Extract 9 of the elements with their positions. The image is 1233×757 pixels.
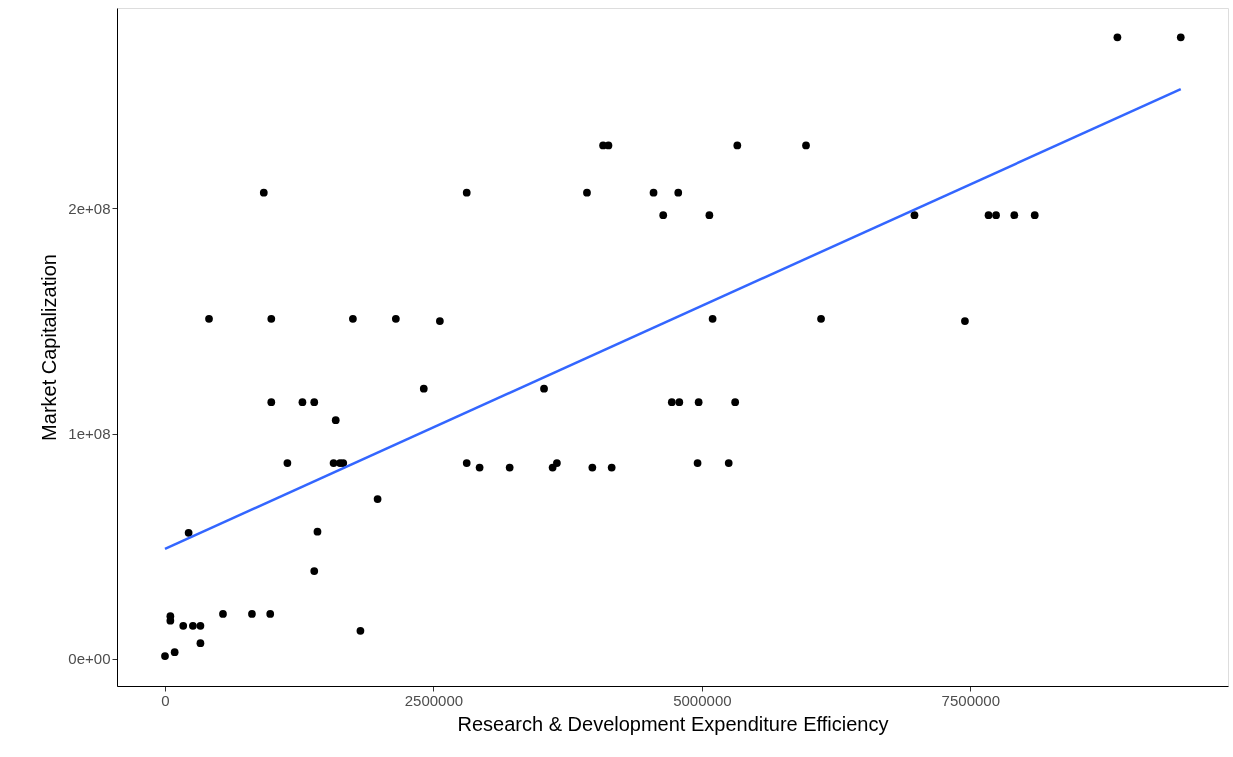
x-tick-label: 2500000 [404, 691, 464, 709]
x-axis-title: Research & Development Expenditure Efficiency [457, 712, 889, 735]
y-tick-label: 1e+08 [68, 425, 111, 443]
x-tick-label: 0 [161, 691, 170, 709]
y-axis-title: Market Capitalization [38, 254, 61, 441]
x-tick-label: 7500000 [941, 691, 1001, 709]
x-tick-label: 5000000 [673, 691, 732, 709]
y-tick-label: 2e+08 [68, 199, 111, 217]
y-tick-label: 0e+00 [68, 650, 111, 668]
